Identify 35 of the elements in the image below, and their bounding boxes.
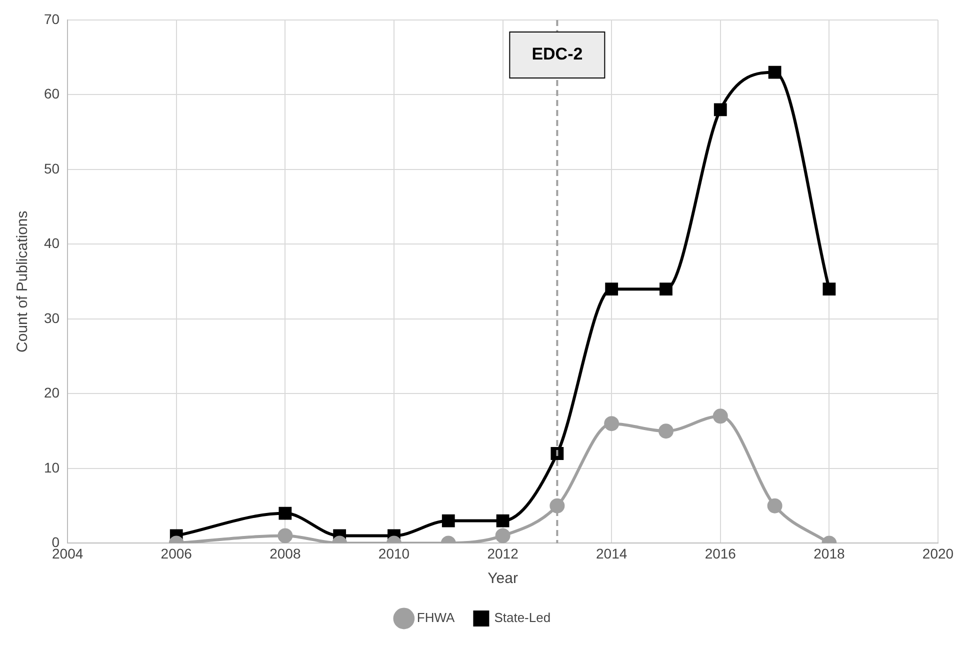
point (278, 528, 293, 544)
x-tick-label: 2018 (814, 545, 845, 562)
y-axis-title: Count of Publications (14, 210, 32, 352)
point (604, 416, 620, 432)
point (712, 408, 728, 424)
y-tick-label: 30 (44, 310, 60, 326)
x-tick-label: 2016 (704, 545, 736, 562)
x-axis-title: Year (488, 570, 518, 588)
x-tick-label: 2014 (596, 545, 628, 562)
x-tick-label: 2020 (922, 545, 954, 562)
y-tick-label: 20 (44, 384, 60, 401)
y-tick-label: 50 (44, 160, 60, 176)
legend-label: FHWA (416, 610, 456, 626)
legend-label: State-Led (494, 610, 551, 626)
point (660, 282, 672, 296)
point (658, 424, 674, 439)
point (714, 103, 727, 116)
point (550, 498, 565, 514)
x-tick-label: 2006 (160, 545, 192, 562)
point (768, 66, 782, 79)
x-tick-label: 2010 (378, 545, 410, 562)
x-tick-label: 2012 (487, 545, 519, 562)
point (496, 514, 510, 528)
y-tick-label: 40 (44, 235, 60, 252)
y-tick-label: 10 (44, 459, 60, 476)
point (767, 498, 782, 514)
point (442, 514, 455, 528)
point (822, 282, 836, 296)
point (605, 282, 618, 296)
y-tick-label: 70 (44, 10, 60, 27)
ref-line-label: EDC-2 (532, 44, 583, 64)
point (278, 506, 292, 520)
y-tick-label: 60 (44, 86, 60, 102)
point (495, 528, 510, 544)
x-tick-label: 2008 (270, 545, 301, 562)
